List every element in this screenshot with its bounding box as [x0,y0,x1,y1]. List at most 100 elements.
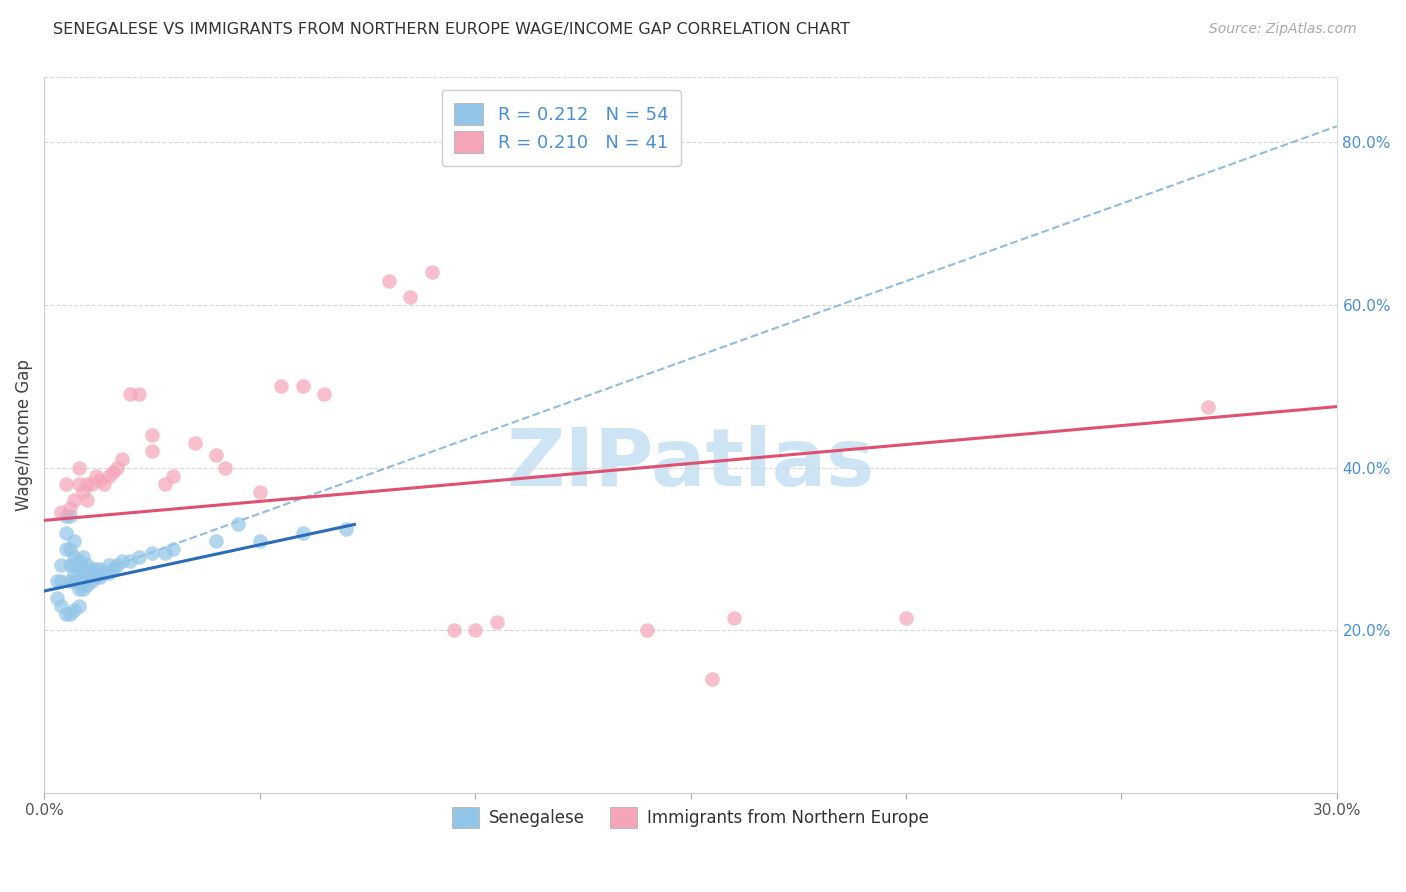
Point [120,387,142,401]
Point [55,476,77,491]
Point [55,509,77,524]
Point [72,582,94,597]
Point [93,476,115,491]
Point [101,465,124,479]
Point [89,473,111,487]
Point [84,468,107,483]
Point [111,554,134,568]
Point [67,562,90,576]
Point [141,444,163,458]
Point [399,290,422,304]
Point [153,546,176,560]
Point [76,566,98,581]
Point [128,387,150,401]
Point [67,599,90,613]
Point [84,570,107,584]
Point [67,476,90,491]
Point [80,574,103,589]
Point [314,387,336,401]
Point [335,522,357,536]
Point [105,460,128,475]
Point [63,574,86,589]
Point [59,558,82,573]
Point [76,578,98,592]
Point [205,448,228,462]
Point [464,623,486,637]
Point [55,541,77,556]
Point [72,574,94,589]
Point [59,574,82,589]
Y-axis label: Wage/Income Gap: Wage/Income Gap [15,359,32,511]
Point [162,468,184,483]
Point [111,452,134,467]
Point [205,533,228,548]
Point [67,574,90,589]
Point [378,274,401,288]
Point [80,562,103,576]
Point [67,460,90,475]
Point [76,476,98,491]
Point [51,505,73,519]
Point [84,562,107,576]
Point [89,562,111,576]
Point [420,265,443,279]
Point [291,525,314,540]
Point [67,554,90,568]
Point [153,476,176,491]
Point [485,615,508,629]
Point [55,607,77,621]
Point [59,541,82,556]
Point [76,493,98,508]
Point [141,546,163,560]
Point [894,611,917,625]
Point [214,460,236,475]
Point [700,672,723,686]
Point [72,485,94,500]
Point [67,582,90,597]
Point [270,379,292,393]
Point [249,533,271,548]
Point [55,525,77,540]
Point [249,485,271,500]
Point [80,476,103,491]
Point [97,558,120,573]
Point [59,509,82,524]
Point [93,566,115,581]
Point [226,517,249,532]
Point [46,591,69,605]
Text: Source: ZipAtlas.com: Source: ZipAtlas.com [1209,22,1357,37]
Point [63,566,86,581]
Point [128,549,150,564]
Point [443,623,465,637]
Point [51,599,73,613]
Point [141,428,163,442]
Point [76,558,98,573]
Point [162,541,184,556]
Point [97,468,120,483]
Point [59,501,82,516]
Point [63,558,86,573]
Text: SENEGALESE VS IMMIGRANTS FROM NORTHERN EUROPE WAGE/INCOME GAP CORRELATION CHART: SENEGALESE VS IMMIGRANTS FROM NORTHERN E… [53,22,851,37]
Point [59,607,82,621]
Point [120,554,142,568]
Point [63,603,86,617]
Point [636,623,658,637]
Point [89,570,111,584]
Point [101,562,124,576]
Point [1197,400,1219,414]
Point [51,558,73,573]
Point [63,493,86,508]
Point [72,562,94,576]
Legend: Senegalese, Immigrants from Northern Europe: Senegalese, Immigrants from Northern Eur… [446,801,935,834]
Point [63,533,86,548]
Point [105,558,128,573]
Text: ZIPatlas: ZIPatlas [506,425,875,503]
Point [72,549,94,564]
Point [723,611,745,625]
Point [97,566,120,581]
Point [63,549,86,564]
Point [51,574,73,589]
Point [291,379,314,393]
Point [184,436,207,450]
Point [46,574,69,589]
